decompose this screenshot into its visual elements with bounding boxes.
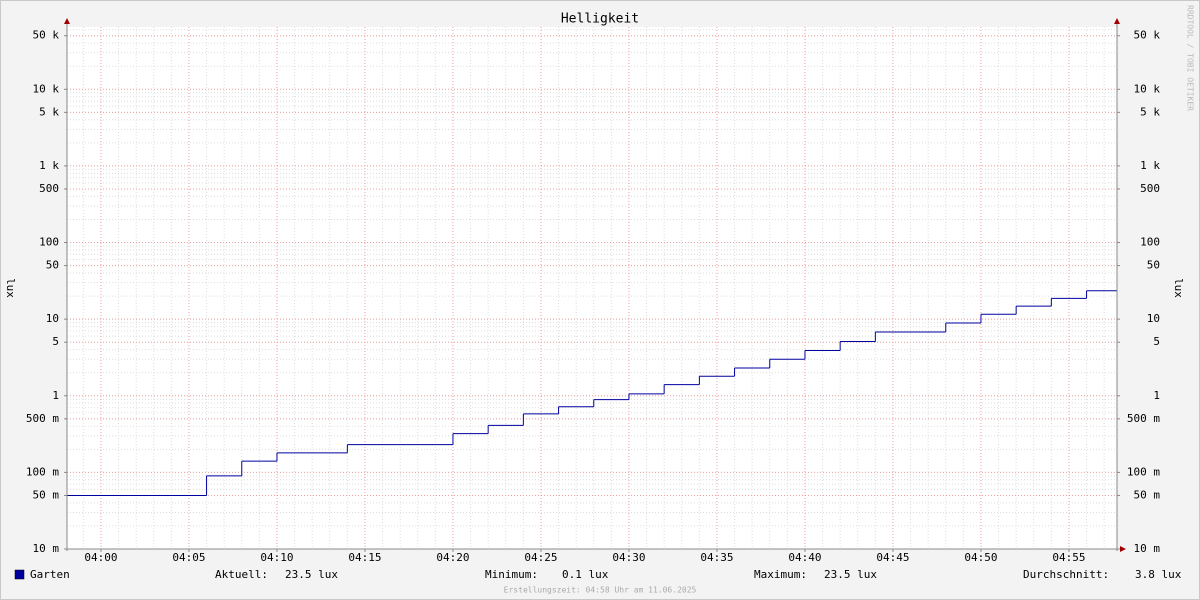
y2-tick-label: 10 k <box>1134 82 1161 95</box>
y2-tick-label: 1 <box>1153 389 1160 402</box>
stat-label: Aktuell: <box>215 568 268 581</box>
y2-tick-label: 50 k <box>1134 29 1161 42</box>
y2-tick-label: 100 <box>1140 236 1160 249</box>
y-tick-label: 100 m <box>26 465 59 478</box>
y2-tick-label: 1 k <box>1140 159 1160 172</box>
y2-tick-label: 5 k <box>1140 105 1160 118</box>
x-tick-label: 04:25 <box>524 551 557 564</box>
legend-label: Garten <box>30 568 70 581</box>
y2-tick-label: 500 <box>1140 182 1160 195</box>
x-tick-label: 04:00 <box>84 551 117 564</box>
y-tick-label: 500 <box>39 182 59 195</box>
y2-tick-label: 50 m <box>1134 488 1161 501</box>
chart-title: Helligkeit <box>561 12 639 27</box>
x-tick-label: 04:35 <box>700 551 733 564</box>
x-tick-label: 04:40 <box>788 551 821 564</box>
axis-arrow <box>1114 18 1120 24</box>
y-tick-label: 10 <box>46 312 59 325</box>
y2-tick-label: 100 m <box>1127 465 1160 478</box>
plot <box>67 290 1117 496</box>
stat-value: 23.5 lux <box>285 568 338 581</box>
y2-axis-label: lux <box>1172 278 1185 298</box>
x-tick-label: 04:05 <box>172 551 205 564</box>
x-tick-label: 04:50 <box>964 551 997 564</box>
x-tick-label: 04:20 <box>436 551 469 564</box>
y-tick-label: 500 m <box>26 412 59 425</box>
x-tick-label: 04:10 <box>260 551 293 564</box>
watermark: RRDTOOL / TOBI OETIKER <box>1186 5 1195 111</box>
axis-arrow <box>64 18 70 24</box>
footer: Erstellungszeit: 04:58 Uhr am 11.06.2025 <box>504 586 697 595</box>
stat-value: 3.8 lux <box>1135 568 1182 581</box>
y2-tick-label: 5 <box>1153 335 1160 348</box>
y-axis-label: lux <box>4 278 17 298</box>
y2-tick-label: 500 m <box>1127 412 1160 425</box>
stat-value: 0.1 lux <box>562 568 609 581</box>
stat-label: Durchschnitt: <box>1023 568 1109 581</box>
legend-swatch <box>14 569 25 580</box>
stat-label: Minimum: <box>485 568 538 581</box>
y-tick-label: 50 <box>46 259 59 272</box>
axis-arrow <box>1120 546 1126 552</box>
y-tick-label: 5 k <box>39 105 59 118</box>
stat-value: 23.5 lux <box>824 568 877 581</box>
x-tick-label: 04:15 <box>348 551 381 564</box>
y-tick-label: 10 m <box>33 542 60 555</box>
x-tick-label: 04:45 <box>876 551 909 564</box>
grid <box>67 27 1117 550</box>
y-tick-label: 50 k <box>33 29 60 42</box>
x-tick-label: 04:55 <box>1052 551 1085 564</box>
y-tick-label: 5 <box>52 335 59 348</box>
x-tick-label: 04:30 <box>612 551 645 564</box>
y-tick-label: 10 k <box>33 82 60 95</box>
y-tick-label: 1 k <box>39 159 59 172</box>
y2-tick-label: 50 <box>1147 259 1160 272</box>
y-tick-label: 1 <box>52 389 59 402</box>
y2-tick-label: 10 <box>1147 312 1160 325</box>
stat-label: Maximum: <box>754 568 807 581</box>
y-tick-label: 100 <box>39 236 59 249</box>
y2-tick-label: 10 m <box>1134 542 1161 555</box>
y-tick-label: 50 m <box>33 488 60 501</box>
